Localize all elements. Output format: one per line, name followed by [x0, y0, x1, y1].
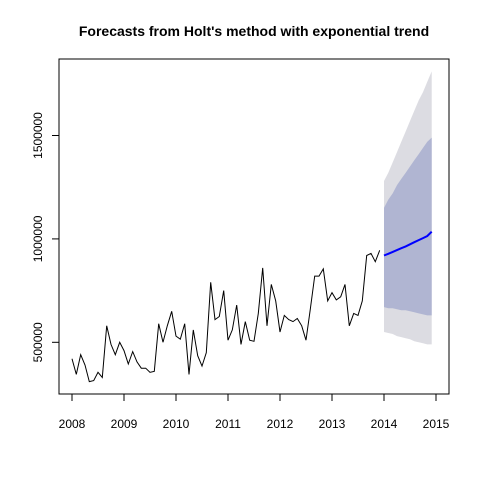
x-tick-label: 2015: [423, 417, 450, 431]
x-tick-label: 2014: [371, 417, 398, 431]
forecast-series-line: [383, 230, 433, 257]
pi80-band: [384, 137, 432, 316]
chart-title: Forecasts from Holt's method with expone…: [79, 23, 429, 39]
observed-series-layer: [71, 250, 381, 383]
x-tick-label: 2010: [163, 417, 190, 431]
pi80-band-layer: [384, 137, 432, 316]
x-axis: 2008 2009 2010 2011 2012 2013 2014 2015: [59, 393, 450, 431]
observed-series-line: [71, 250, 381, 383]
y-axis: 500000 1000000 1500000: [31, 112, 60, 362]
x-tick-label: 2012: [267, 417, 294, 431]
y-tick-label: 500000: [31, 322, 45, 362]
x-tick-label: 2013: [319, 417, 346, 431]
y-tick-label: 1000000: [31, 215, 45, 262]
x-tick-label: 2011: [215, 417, 241, 431]
x-tick-label: 2008: [59, 417, 86, 431]
x-tick-label: 2009: [111, 417, 138, 431]
forecast-series-layer: [383, 230, 433, 257]
y-tick-label: 1500000: [31, 112, 45, 159]
